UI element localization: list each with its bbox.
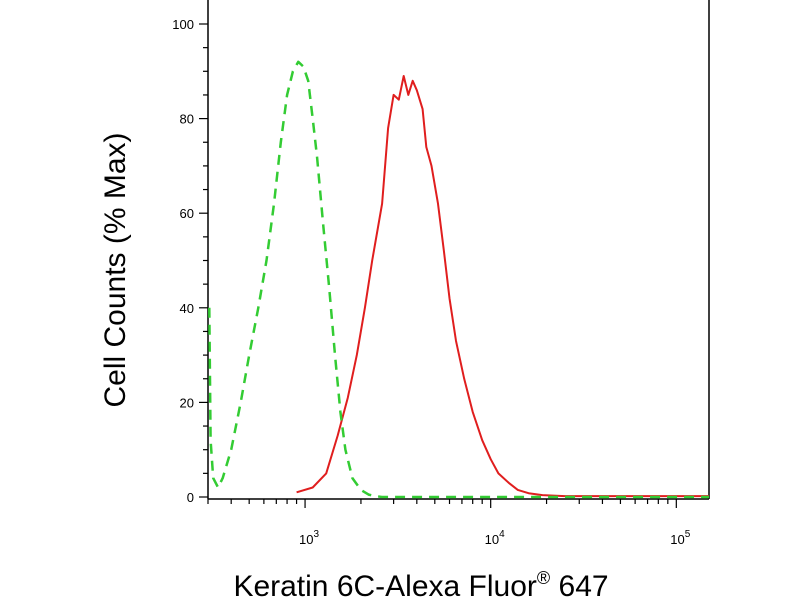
y-tick-label: 40 [180, 301, 194, 316]
plot-frame [207, 0, 710, 500]
x-axis-label-main: Keratin 6C-Alexa Fluor [233, 570, 536, 600]
isotype-control-curve [208, 60, 709, 499]
y-tick-label: 60 [180, 206, 194, 221]
y-axis-ticks: 0 20 40 60 80 100 [172, 17, 208, 505]
sample-curve [296, 75, 709, 498]
x-axis-label: Keratin 6C-Alexa Fluor® 647 [233, 568, 608, 600]
x-tick-label: 105 [670, 529, 690, 547]
x-axis-ticks: 103 104 105 [207, 499, 691, 547]
y-tick-label: 20 [180, 395, 194, 410]
series-layer [208, 60, 709, 499]
x-axis-label-suffix: 647 [550, 570, 608, 600]
y-axis-label: Cell Counts (% Max) [99, 132, 132, 407]
y-tick-label: 0 [187, 490, 194, 505]
x-tick-label: 104 [485, 529, 505, 547]
x-tick-label: 103 [299, 529, 319, 547]
y-tick-label: 80 [180, 112, 194, 127]
x-axis-label-registered: ® [537, 568, 550, 588]
y-tick-label: 100 [172, 17, 194, 32]
